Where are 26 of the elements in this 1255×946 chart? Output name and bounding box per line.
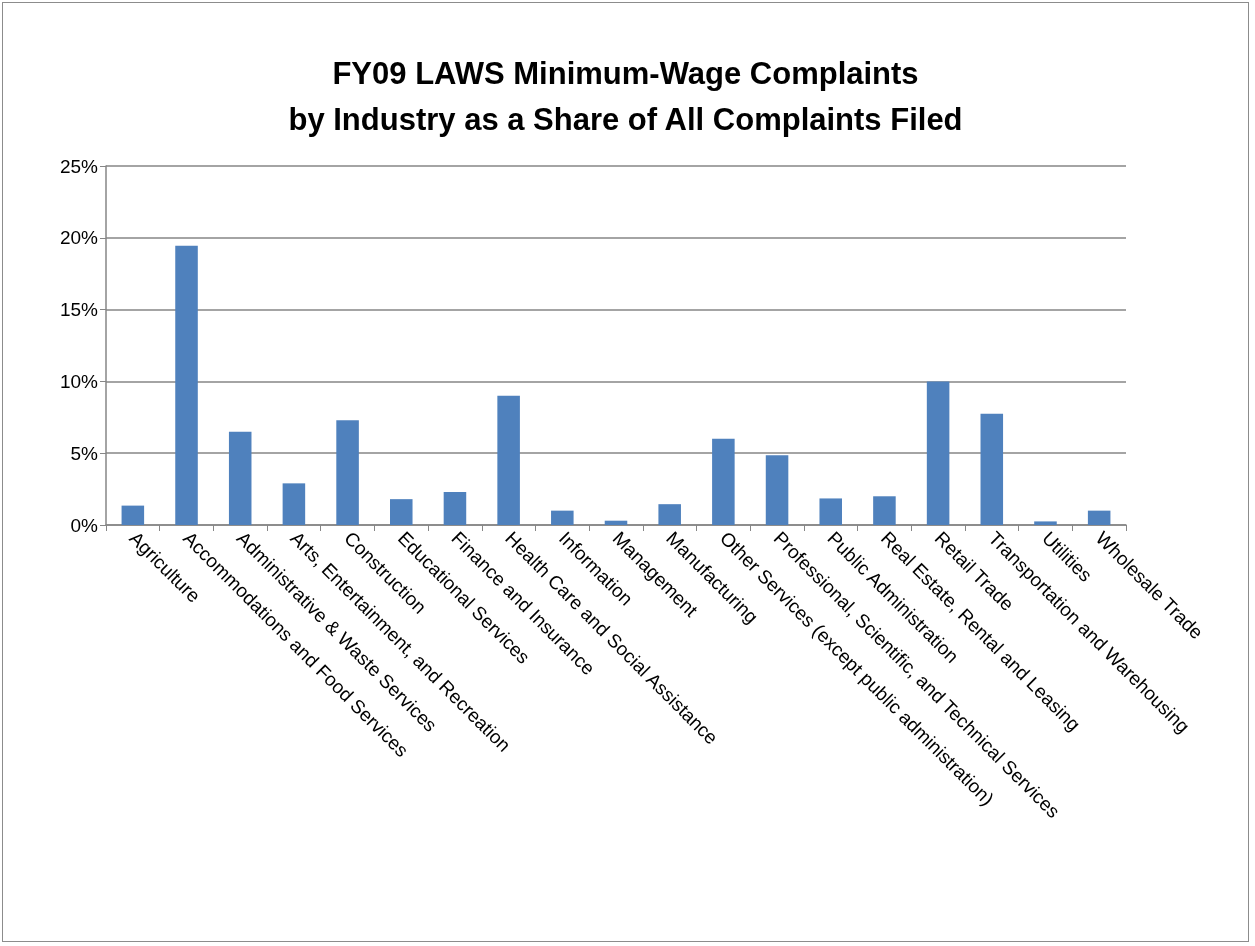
bar (604, 520, 628, 525)
bar (980, 413, 1004, 525)
chart-title: FY09 LAWS Minimum-Wage Complaints by Industry as a Share of All Complaints Filed (288, 55, 963, 137)
bar (1034, 521, 1057, 525)
bar (926, 381, 950, 525)
bar (765, 455, 789, 525)
bar (389, 499, 413, 525)
bar (336, 420, 359, 525)
bar (497, 395, 520, 525)
y-tick-label: 20% (59, 227, 99, 249)
y-tick-label: 10% (59, 370, 99, 392)
bar (658, 504, 681, 525)
bar (228, 431, 252, 525)
bar (873, 496, 896, 525)
bar (551, 510, 574, 525)
bar (712, 438, 735, 525)
bar (121, 505, 145, 525)
bar (175, 245, 198, 525)
bar (819, 498, 843, 525)
bar (443, 491, 467, 525)
y-tick-label: 25% (59, 155, 99, 177)
y-tick-label: 15% (59, 299, 99, 321)
bar (282, 483, 306, 525)
bar (1087, 510, 1111, 525)
y-tick-label: 5% (70, 442, 99, 464)
y-tick-label: 0% (70, 514, 99, 536)
